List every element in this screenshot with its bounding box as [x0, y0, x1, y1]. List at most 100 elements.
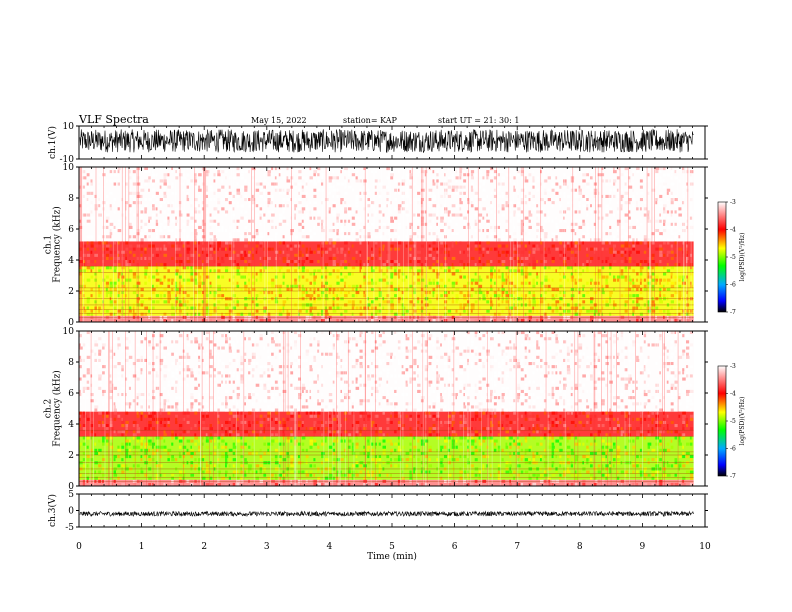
ch1-spectrogram-cell	[321, 229, 325, 233]
ch2-spectrogram-cell	[79, 411, 82, 415]
ch1-spectrogram-cell	[682, 229, 686, 233]
ch1-spectrogram-cell	[444, 235, 447, 239]
ch1-spectrogram-cell	[616, 250, 620, 254]
ch1-spectrogram-cell	[555, 269, 557, 273]
ch1-spectrogram-cell	[105, 266, 110, 270]
ch2-spectrogram-cell	[217, 383, 221, 387]
ch1-spectrogram-cell	[259, 238, 263, 242]
ch1-spectrogram-cell	[378, 294, 382, 298]
ch2-spectrogram-cell	[136, 470, 139, 474]
ch1-spectrogram-cell	[563, 318, 567, 322]
ch1-spectrogram-cell	[524, 247, 528, 251]
ch1-spectrogram-cell	[294, 213, 297, 217]
ch2-spectrogram-cell	[221, 368, 224, 372]
ch1-spectrogram-cell	[144, 272, 148, 276]
ch2-spectrogram-cell	[182, 430, 186, 434]
ch2-spectrogram-cell	[163, 430, 166, 434]
ch1-spectrogram-cell	[490, 266, 494, 270]
ch1-spectrogram-cell	[397, 284, 400, 288]
ch2-spectrogram-cell	[240, 343, 244, 347]
ch1-spectrogram-cell	[274, 173, 279, 177]
ch1-spectrogram-cell	[336, 256, 339, 260]
ch1-spectrogram-cell	[467, 281, 470, 285]
ch1-spectrogram-cell	[482, 219, 487, 223]
ch1-spectrogram-cell	[282, 241, 286, 245]
ch1-spectrogram-cell	[155, 247, 159, 251]
ch2-spectrogram-cell	[175, 380, 178, 384]
ch2-spectrogram-cell	[167, 408, 171, 412]
ch1-spectrogram-cell	[351, 272, 354, 276]
ch1-spectrogram-cell	[282, 188, 285, 192]
ch1-spectrogram-cell	[417, 256, 421, 260]
ch2-spectrogram-cell	[113, 340, 118, 344]
ch2-spectrogram-cell	[178, 358, 182, 362]
ch2-spectrogram-cell	[167, 383, 171, 387]
ch1-spectrogram-cell	[417, 185, 419, 189]
ch1-spectrogram-cell	[374, 229, 379, 233]
ch1-spectrogram-cell	[574, 188, 577, 192]
ch2-spectrogram-cell	[217, 362, 220, 366]
ch1-spectrogram-cell	[236, 191, 241, 195]
ch2-spectrogram-cell	[201, 420, 205, 424]
ch1-spectrogram-cell	[628, 176, 631, 180]
ch1-spectrogram-cell	[563, 185, 566, 189]
ch1-spectrogram-cell	[225, 213, 228, 217]
ch1-spectrogram-cell	[674, 170, 677, 174]
ch1-spectrogram-cell	[447, 291, 450, 295]
ch1-spectrogram-cell	[647, 213, 650, 217]
ch2-spectrogram-cell	[217, 458, 220, 462]
ch2-spectrogram-cell	[175, 340, 179, 344]
ch1-spectrogram-cell	[593, 194, 596, 198]
ch1-spectrogram-cell	[524, 188, 527, 192]
ch2-spectrogram-cell	[163, 405, 166, 409]
ch1-spectrogram-cell	[351, 210, 355, 214]
ch1-spectrogram-cell	[244, 238, 248, 242]
ch2-spectrogram-cell	[175, 420, 178, 424]
ch1-spectrogram-cell	[647, 232, 651, 236]
ch1-spectrogram-cell	[451, 232, 456, 236]
ch1-spectrogram-cell	[117, 278, 120, 282]
ch1-spectrogram-cell	[105, 309, 109, 313]
ch2-spectrogram-cell	[236, 439, 240, 443]
ch1-spectrogram-cell	[601, 312, 603, 316]
ch1-spectrogram-cell	[582, 207, 586, 211]
ch1-spectrogram-cell	[105, 281, 109, 285]
ch2-spectrogram-cell	[94, 476, 98, 480]
ch1-spectrogram-cell	[340, 229, 344, 233]
ch1-spectrogram-cell	[682, 309, 685, 313]
ch1-spectrogram-cell	[478, 278, 483, 282]
ch2-spectrogram-cell	[109, 374, 112, 378]
ch1-spectrogram-cell	[628, 253, 631, 257]
ch1-spectrogram-cell	[347, 182, 351, 186]
ch1-spectrogram-cell	[244, 170, 248, 174]
ch2-spectrogram-cell	[263, 424, 266, 428]
ch1-spectrogram-cell	[328, 238, 333, 242]
ch1-spectrogram-cell	[566, 244, 569, 248]
ch1-waveform-trace	[79, 128, 694, 153]
ch1-spectrogram-cell	[497, 294, 501, 298]
ch2-spectrogram-cell	[121, 405, 124, 409]
ch1-spectrogram-cell	[624, 266, 627, 270]
ch2-spectrogram-cell	[167, 368, 171, 372]
ch2-spectrogram-cell	[98, 337, 102, 341]
ch1-spectrogram-cell	[355, 294, 358, 298]
ch2-spectrogram-cell	[82, 427, 86, 431]
ch1-spectrogram-cell	[467, 312, 469, 316]
ch2-spectrogram-cell	[240, 448, 243, 452]
ch2-spectrogram-cell	[167, 424, 171, 428]
ch1-spectrogram-cell	[536, 275, 539, 279]
ch2-spectrogram-cell	[102, 411, 105, 415]
ch1-spectrogram-cell	[528, 241, 531, 245]
ch1-spectrogram-cell	[394, 232, 398, 236]
ch2-spectrogram-cell	[98, 377, 102, 381]
ch2-spectrogram-cell	[217, 358, 222, 362]
ch2-spectrogram-cell	[109, 343, 112, 347]
ch2-spectrogram-cell	[109, 386, 113, 390]
ch1-spectrogram-cell	[286, 179, 291, 183]
ch1-spectrogram-cell	[359, 284, 362, 288]
ch1-spectrogram-cell	[263, 188, 266, 192]
ch1-spectrogram-cell	[636, 167, 640, 171]
ch1-spectrogram-cell	[186, 241, 190, 245]
ch1-spectrogram-cell	[501, 207, 505, 211]
ch1-spectrogram-cell	[209, 253, 212, 257]
